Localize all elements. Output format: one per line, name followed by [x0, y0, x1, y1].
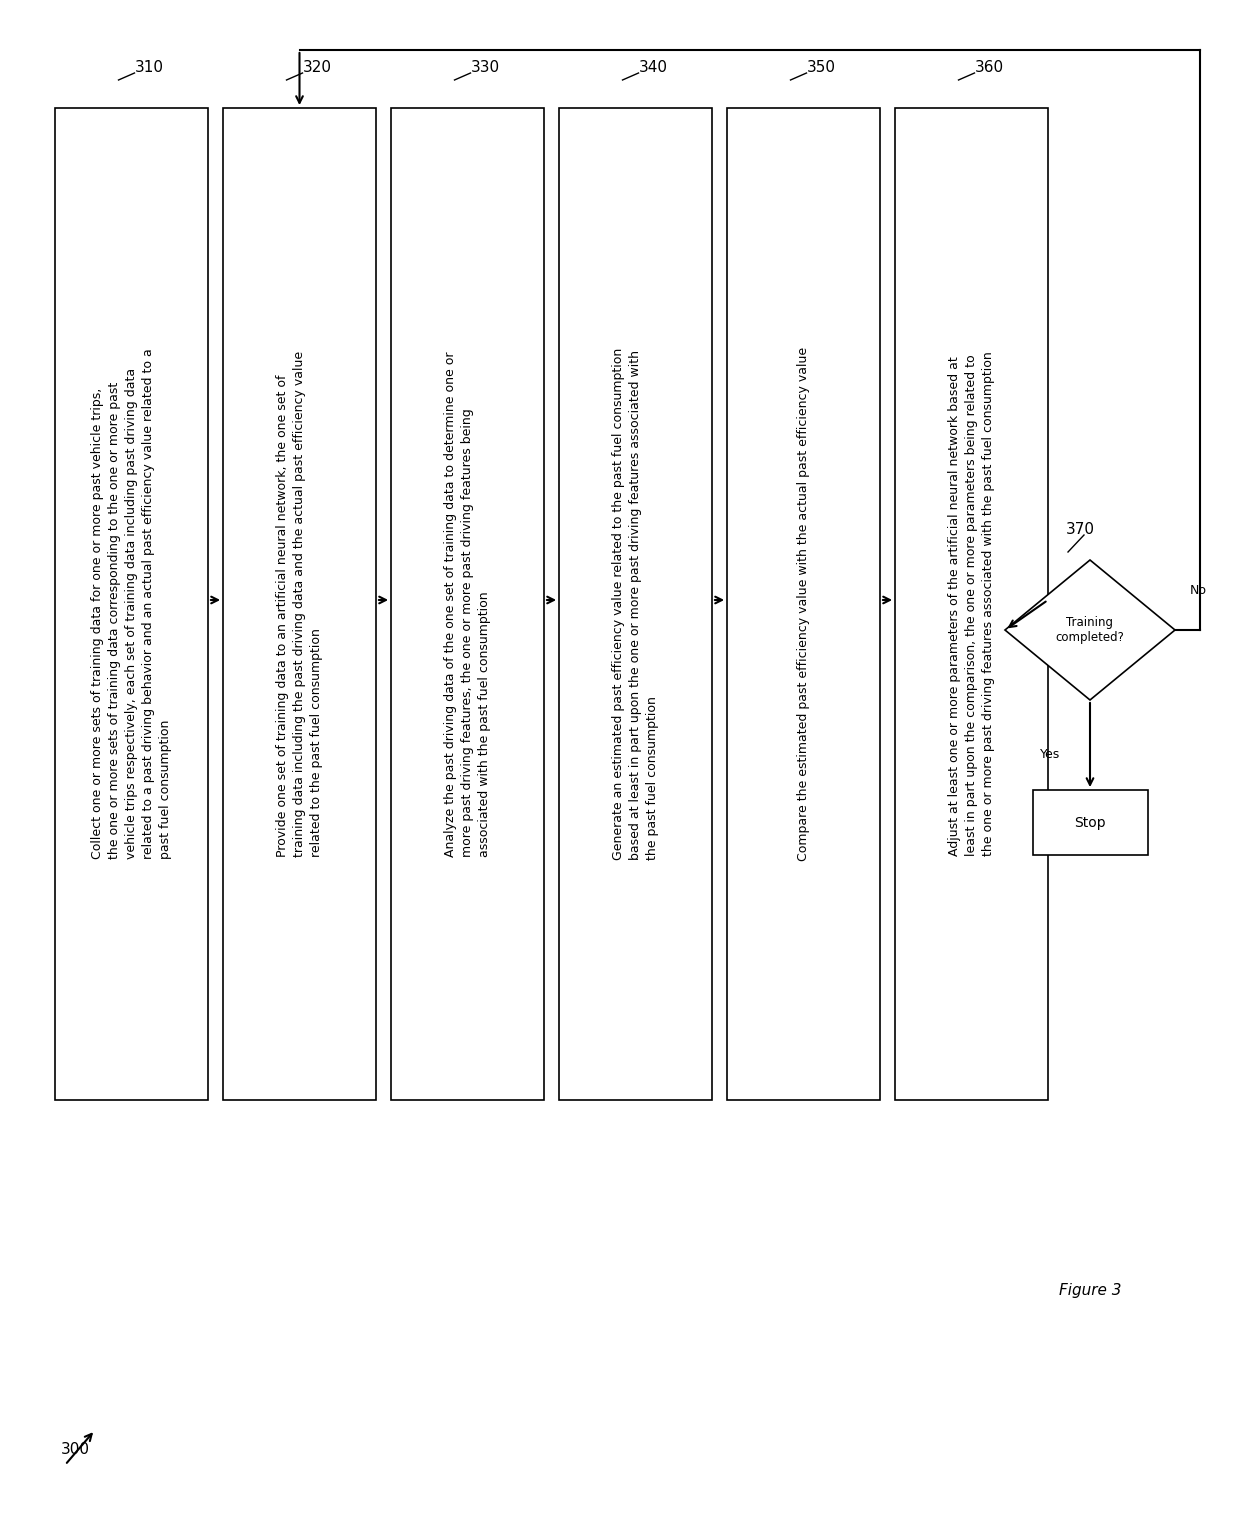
- Bar: [895, 108, 1048, 1100]
- Text: Compare the estimated past efficiency value with the actual past efficiency valu: Compare the estimated past efficiency va…: [797, 346, 810, 861]
- Text: 320: 320: [303, 61, 332, 76]
- Text: 330: 330: [471, 61, 500, 76]
- Text: Generate an estimated past efficiency value related to the past fuel consumption: Generate an estimated past efficiency va…: [613, 348, 658, 860]
- Text: Training
completed?: Training completed?: [1055, 617, 1125, 644]
- Text: 350: 350: [807, 61, 836, 76]
- Bar: [559, 108, 712, 1100]
- Text: 300: 300: [61, 1443, 89, 1458]
- Text: Collect one or more sets of training data for one or more past vehicle trips,
th: Collect one or more sets of training dat…: [91, 349, 172, 860]
- Text: 370: 370: [1065, 523, 1095, 538]
- Text: Yes: Yes: [1040, 749, 1060, 761]
- Text: 310: 310: [135, 61, 164, 76]
- Bar: [1033, 790, 1147, 855]
- Bar: [223, 108, 376, 1100]
- Text: No: No: [1190, 583, 1207, 597]
- Bar: [727, 108, 880, 1100]
- Text: Stop: Stop: [1074, 816, 1106, 829]
- Polygon shape: [1004, 561, 1176, 700]
- Text: 360: 360: [975, 61, 1004, 76]
- Text: Analyze the past driving data of the one set of training data to determine one o: Analyze the past driving data of the one…: [444, 351, 491, 857]
- Bar: [391, 108, 544, 1100]
- Text: 340: 340: [639, 61, 668, 76]
- Text: Provide one set of training data to an artificial neural network, the one set of: Provide one set of training data to an a…: [277, 351, 322, 857]
- Bar: [55, 108, 208, 1100]
- Text: Adjust at least one or more parameters of the artificial neural network based at: Adjust at least one or more parameters o…: [949, 351, 994, 857]
- Text: Figure 3: Figure 3: [1059, 1282, 1121, 1297]
